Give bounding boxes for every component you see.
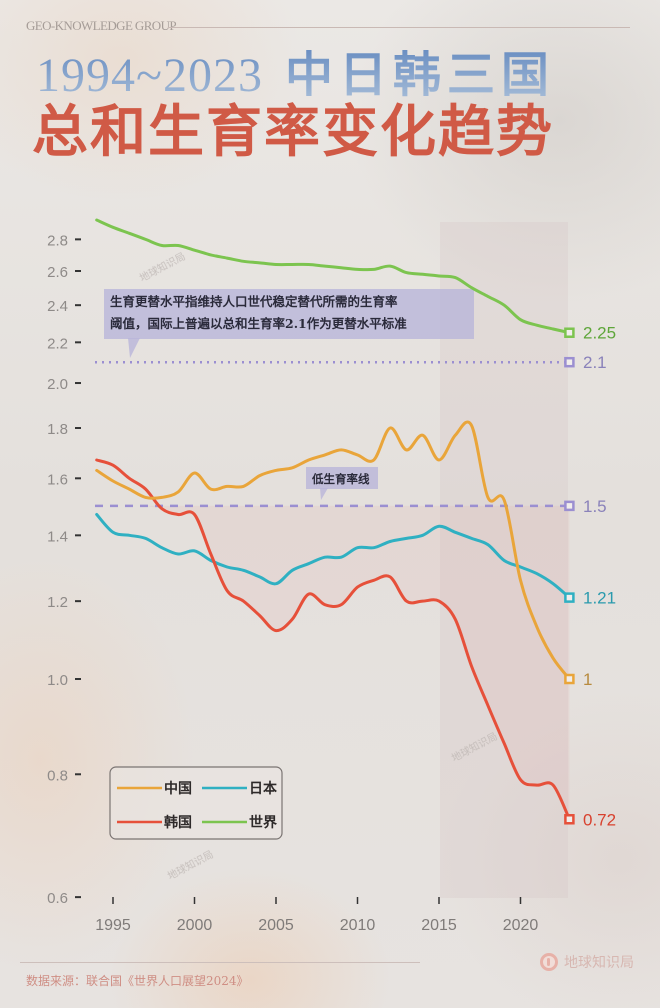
x-tick-label: 2015 xyxy=(421,917,457,934)
data-source: 数据来源：联合国《世界人口展望2024》 xyxy=(26,974,249,988)
y-tick-label: 0.6 xyxy=(47,890,68,907)
low-fertility-callout: 低生育率线 xyxy=(306,467,378,500)
logo-text: 地球知识局 xyxy=(564,955,634,971)
replacement-end-label: 2.1 xyxy=(583,353,607,372)
header-divider xyxy=(168,27,630,28)
korea-line xyxy=(95,458,571,821)
y-tick-label: 0.8 xyxy=(47,767,68,784)
world-end-label: 2.25 xyxy=(583,324,616,343)
y-tick-label: 2.8 xyxy=(47,232,68,249)
low-fertility-label: 低生育率线 xyxy=(311,472,370,486)
y-tick-label: 1.0 xyxy=(47,672,68,689)
y-tick-label: 1.8 xyxy=(47,421,68,438)
low-fertility-end-marker xyxy=(564,500,575,512)
y-tick-label: 2.6 xyxy=(47,264,68,281)
x-tick-label: 2010 xyxy=(340,917,376,934)
end-markers xyxy=(564,327,575,825)
x-axis: 1995 2000 2005 2010 2015 2020 xyxy=(95,897,538,934)
korea-end-marker xyxy=(564,814,575,825)
korea-end-label: 0.72 xyxy=(583,810,616,829)
y-tick-label: 2.4 xyxy=(47,298,68,315)
world-line xyxy=(95,218,571,335)
watermark-1: 地球知识局 xyxy=(137,250,187,285)
y-tick-label: 1.6 xyxy=(47,471,68,488)
footer-divider xyxy=(20,962,420,963)
china-line xyxy=(95,420,571,681)
replacement-note-callout: 生育更替水平指维持人口世代稳定替代所需的生育率 阈值，国际上普遍以总和生育率2.… xyxy=(104,289,474,358)
low-fertility-end-label: 1.5 xyxy=(583,497,607,516)
legend-label-japan: 日本 xyxy=(249,780,278,797)
china-end-label: 1 xyxy=(583,670,592,689)
y-tick-label: 1.2 xyxy=(47,594,68,611)
x-tick-label: 2005 xyxy=(258,917,294,934)
below-low-fertility-fill xyxy=(96,505,570,820)
x-tick-label: 2000 xyxy=(177,917,213,934)
replacement-note-line-2: 阈值，国际上普遍以总和生育率2.1作为更替水平标准 xyxy=(110,316,407,331)
legend: 中国 日本 韩国 世界 xyxy=(109,766,283,840)
japan-end-marker xyxy=(564,592,575,603)
japan-end-label: 1.21 xyxy=(583,589,616,608)
logo-icon xyxy=(540,953,558,971)
legend-label-korea: 韩国 xyxy=(164,814,192,831)
brand-label: GEO-KNOWLEDGE GROUP xyxy=(26,18,177,33)
replacement-note-line-1: 生育更替水平指维持人口世代稳定替代所需的生育率 xyxy=(110,294,398,309)
legend-label-world: 世界 xyxy=(249,814,278,831)
x-tick-label: 1995 xyxy=(95,917,131,934)
x-tick-label: 2020 xyxy=(503,917,539,934)
watermark-3: 地球知识局 xyxy=(165,848,215,883)
y-axis: 0.6 0.8 1.0 1.2 1.4 1.6 1.8 2.0 2.2 2.4 2.6 2.8 xyxy=(47,232,81,907)
page-title: 总和生育率变化趋势 xyxy=(32,99,554,165)
legend-label-china: 中国 xyxy=(164,780,192,797)
world-end-marker xyxy=(564,327,575,338)
china-end-marker xyxy=(564,673,575,685)
y-tick-label: 2.0 xyxy=(47,376,68,393)
y-tick-label: 1.4 xyxy=(47,528,68,545)
replacement-end-marker xyxy=(564,356,575,368)
logo: 地球知识局 xyxy=(540,952,634,972)
y-tick-label: 2.2 xyxy=(47,335,68,352)
japan-line xyxy=(95,513,571,600)
